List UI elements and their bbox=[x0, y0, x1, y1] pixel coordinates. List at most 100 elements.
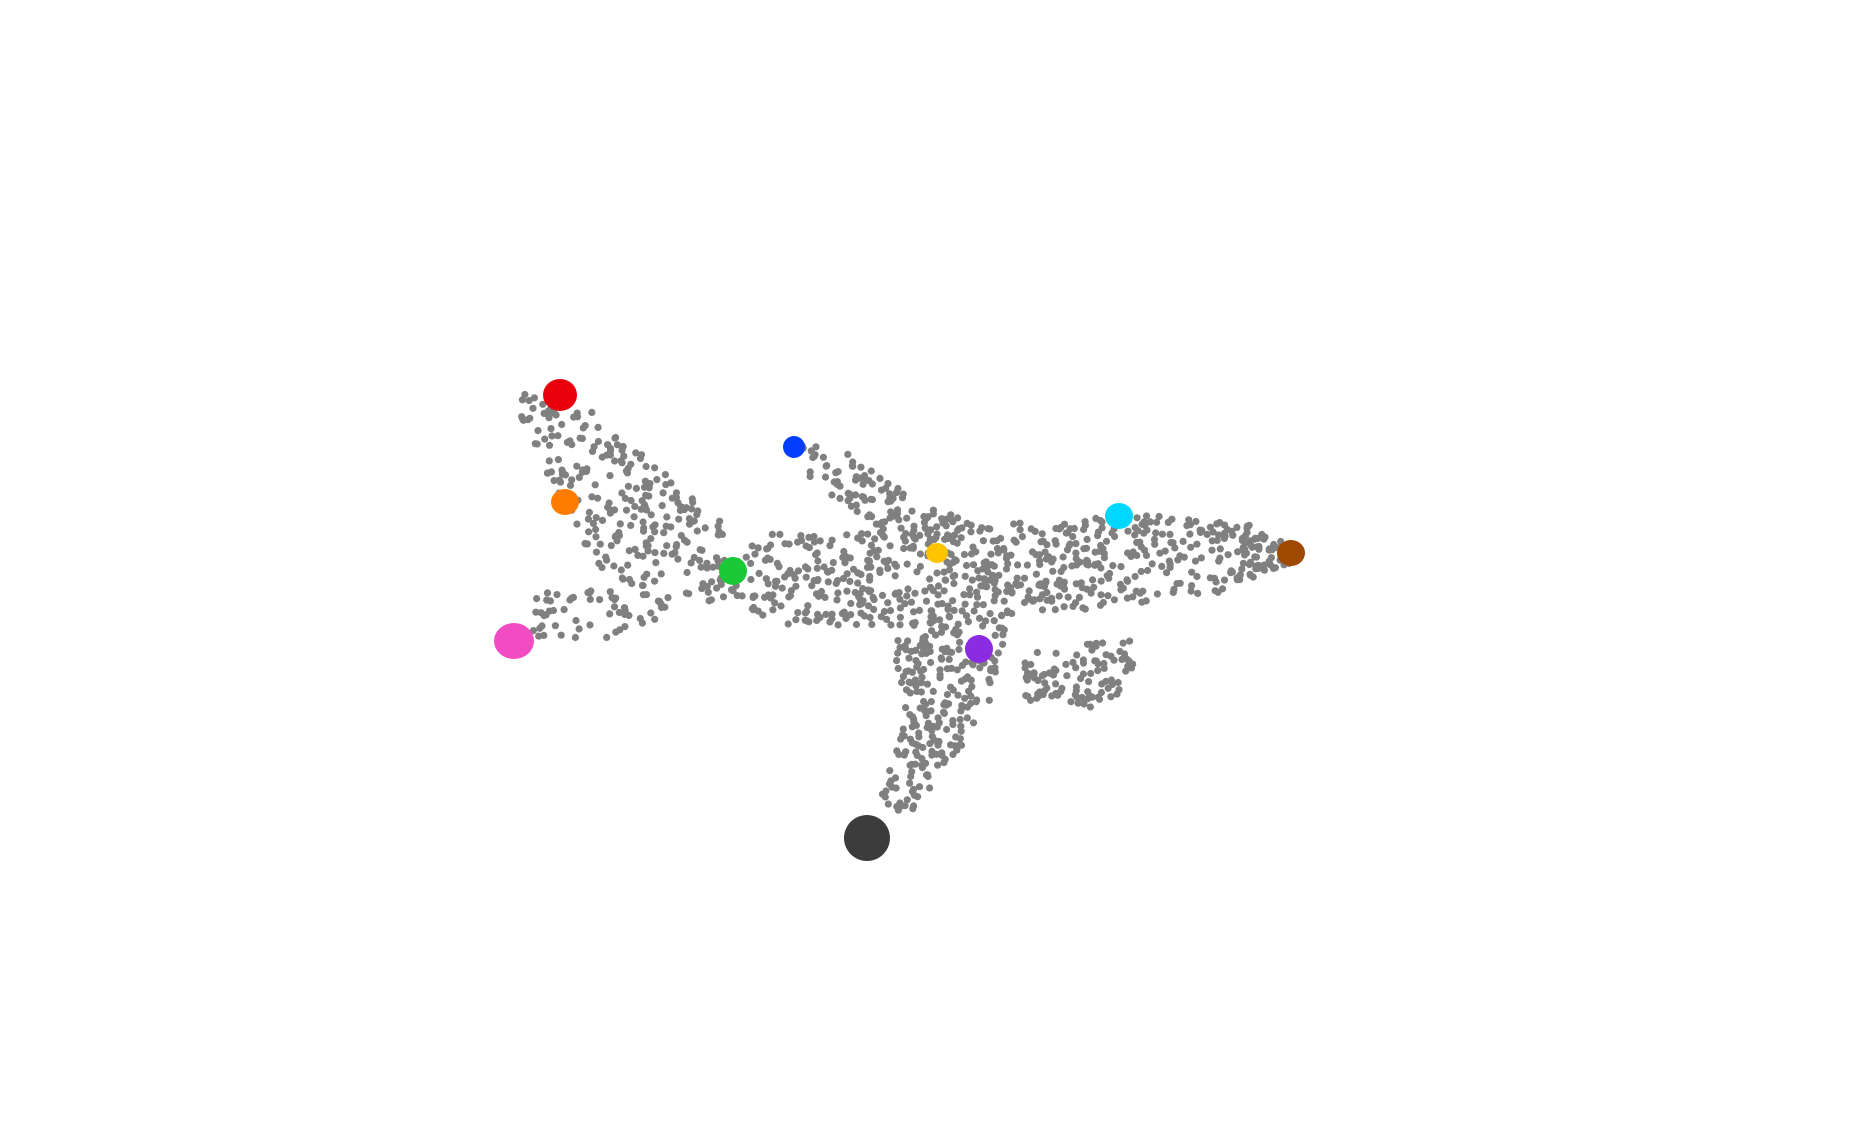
cloud-point bbox=[690, 517, 698, 525]
cloud-point bbox=[1052, 689, 1060, 698]
cloud-point bbox=[819, 453, 828, 461]
cloud-point bbox=[933, 523, 941, 531]
cloud-point bbox=[1072, 540, 1080, 548]
cloud-point bbox=[651, 615, 659, 623]
cloud-point bbox=[956, 715, 964, 724]
cloud-point bbox=[1091, 561, 1099, 569]
cloud-point bbox=[932, 631, 940, 639]
cloud-point bbox=[917, 679, 926, 687]
cloud-point bbox=[904, 585, 912, 593]
cloud-point bbox=[969, 561, 978, 569]
cloud-point bbox=[1063, 546, 1072, 554]
cloud-point bbox=[769, 606, 777, 614]
cloud-point bbox=[764, 580, 772, 588]
cloud-point bbox=[627, 521, 635, 530]
cloud-point bbox=[935, 719, 943, 727]
cloud-point bbox=[685, 590, 693, 598]
cloud-point bbox=[1146, 518, 1154, 526]
cloud-point bbox=[1010, 520, 1018, 528]
cloud-point bbox=[943, 690, 952, 699]
cloud-point bbox=[1158, 530, 1166, 538]
cloud-point bbox=[993, 537, 1001, 545]
cloud-point bbox=[957, 707, 965, 715]
cloud-point bbox=[1179, 537, 1187, 546]
cloud-point bbox=[952, 557, 960, 565]
cloud-point bbox=[1043, 596, 1051, 604]
cloud-point bbox=[884, 564, 892, 573]
cloud-point bbox=[816, 537, 824, 545]
cloud-point bbox=[1016, 526, 1024, 534]
cloud-point bbox=[674, 555, 682, 563]
cloud-point bbox=[915, 606, 924, 615]
cloud-point bbox=[1158, 562, 1166, 571]
cloud-point bbox=[1271, 564, 1279, 572]
cloud-point bbox=[1224, 551, 1232, 559]
cloud-point bbox=[888, 511, 896, 519]
cloud-point bbox=[616, 626, 624, 634]
cloud-point bbox=[660, 549, 668, 558]
cloud-point bbox=[1239, 559, 1247, 567]
cloud-point bbox=[1100, 664, 1108, 673]
cloud-point bbox=[1097, 541, 1105, 550]
cloud-point bbox=[1103, 572, 1111, 580]
cloud-point bbox=[785, 540, 793, 548]
cloud-point bbox=[1038, 606, 1047, 614]
cloud-point bbox=[908, 530, 916, 538]
cloud-point bbox=[964, 673, 972, 681]
cloud-point bbox=[1049, 555, 1057, 563]
cloud-point bbox=[927, 658, 935, 667]
cloud-point bbox=[966, 585, 974, 593]
cloud-point bbox=[792, 616, 800, 624]
cloud-point bbox=[1129, 548, 1137, 556]
cloud-point bbox=[906, 779, 914, 787]
cloud-point bbox=[814, 576, 822, 584]
cloud-point bbox=[903, 514, 911, 522]
cloud-point bbox=[1041, 679, 1049, 687]
cloud-point bbox=[750, 603, 758, 612]
cloud-point bbox=[698, 546, 706, 554]
cloud-point bbox=[690, 553, 698, 562]
cloud-point bbox=[975, 574, 983, 582]
cloud-point bbox=[1040, 583, 1049, 591]
cloud-point bbox=[975, 614, 984, 622]
cloud-point bbox=[953, 666, 961, 674]
cloud-point bbox=[1174, 556, 1182, 564]
cloud-point bbox=[677, 531, 685, 540]
cloud-point bbox=[594, 423, 602, 431]
cloud-point bbox=[606, 610, 614, 618]
cloud-point bbox=[545, 441, 554, 449]
cloud-point bbox=[1013, 574, 1021, 582]
cloud-point bbox=[1080, 545, 1088, 553]
cloud-point bbox=[545, 607, 554, 615]
cloud-point bbox=[1153, 518, 1161, 526]
cloud-point bbox=[707, 596, 716, 604]
cloud-point bbox=[1072, 687, 1080, 695]
cloud-point bbox=[928, 607, 936, 615]
cloud-point bbox=[1052, 649, 1060, 657]
cloud-point bbox=[1034, 690, 1042, 698]
cloud-point bbox=[820, 563, 828, 571]
cloud-point bbox=[979, 601, 987, 609]
cloud-point bbox=[1151, 540, 1159, 548]
cloud-point bbox=[967, 521, 975, 529]
cloud-point bbox=[867, 541, 876, 549]
cloud-point bbox=[902, 530, 910, 538]
cloud-point bbox=[647, 535, 655, 543]
cloud-point bbox=[896, 643, 904, 652]
cloud-point bbox=[1124, 662, 1132, 670]
cloud-point bbox=[1153, 590, 1161, 598]
cloud-point bbox=[557, 631, 565, 639]
cloud-point bbox=[950, 606, 958, 615]
cloud-point bbox=[662, 481, 670, 489]
cloud-point bbox=[954, 514, 962, 522]
cloud-point bbox=[968, 683, 976, 691]
cloud-point bbox=[860, 612, 869, 620]
cloud-point bbox=[1133, 514, 1141, 522]
cloud-point bbox=[553, 591, 561, 599]
cloud-point bbox=[828, 491, 836, 499]
cloud-point bbox=[896, 613, 905, 621]
cloud-point bbox=[1007, 551, 1015, 559]
cloud-point bbox=[576, 434, 584, 442]
cloud-point bbox=[928, 751, 936, 759]
cloud-point bbox=[858, 537, 866, 545]
